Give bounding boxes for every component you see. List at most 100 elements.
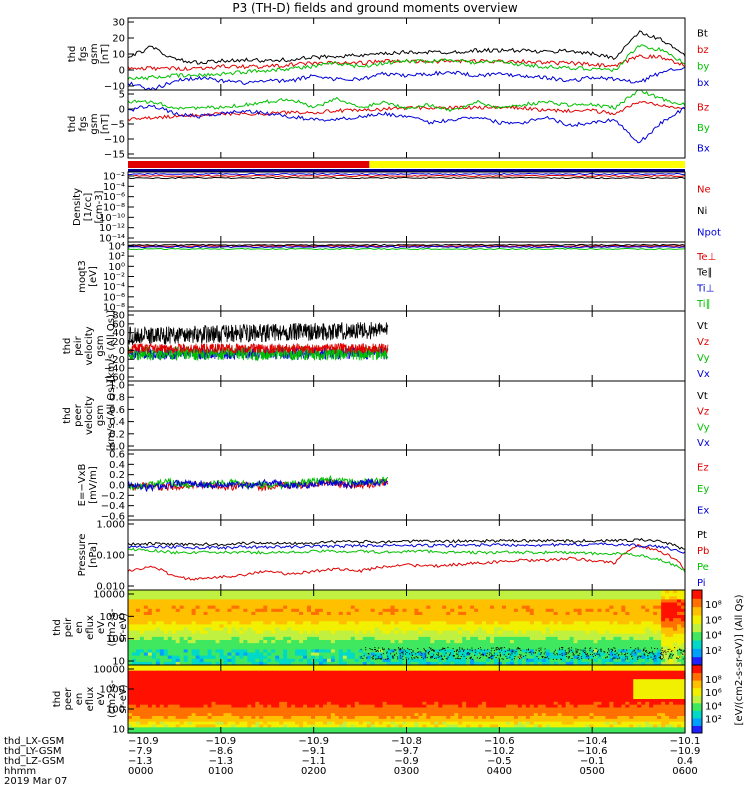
- spectrogram-cell: [259, 707, 264, 711]
- spectrogram-cell: [163, 721, 169, 726]
- spectrogram-cell: [287, 676, 292, 680]
- spectrogram-cell: [143, 646, 149, 650]
- spectrogram-cell: [446, 649, 451, 654]
- spectrogram-cell: [633, 605, 638, 610]
- spectrogram-cell: [366, 596, 372, 600]
- spectrogram-cell: [641, 599, 646, 604]
- spectrogram-cell: [243, 713, 248, 717]
- spectrogram-cell: [279, 713, 284, 717]
- spectrogram-cell: [215, 730, 221, 734]
- spectrogram-cell: [521, 633, 527, 638]
- spectrogram-cell: [295, 730, 300, 734]
- spectrogram-cell: [390, 713, 396, 717]
- spectrogram-cell: [251, 696, 256, 700]
- spectrogram-cell: [211, 707, 217, 711]
- spectrogram-cell: [585, 599, 591, 604]
- spectrogram-cell: [231, 636, 237, 641]
- spectrogram-cell: [549, 640, 555, 644]
- spectrogram-cell: [378, 713, 384, 717]
- spectrogram-cell: [318, 713, 324, 717]
- spectrogram-cell: [195, 676, 201, 680]
- spectrogram-cell: [565, 630, 571, 635]
- spectrogram-cell: [501, 618, 507, 622]
- spectrogram-cell: [633, 624, 638, 629]
- spectrogram-cell: [311, 684, 316, 689]
- spectrogram-cell: [139, 611, 145, 616]
- spectrogram-cell: [326, 643, 332, 647]
- spectrogram-cell: [215, 655, 221, 660]
- spectrogram-cell: [358, 665, 364, 669]
- spectrogram-cell: [239, 649, 244, 654]
- spectrogram-cell: [283, 608, 288, 613]
- spectrogram-cell: [378, 667, 384, 672]
- spectrogram-cell: [454, 590, 459, 594]
- spectrogram-cell: [287, 724, 292, 728]
- spectrogram-cell: [374, 621, 380, 625]
- spectrogram-cell: [573, 633, 579, 638]
- spectrogram-cell: [561, 602, 567, 607]
- spectrogram-cell: [159, 593, 165, 597]
- spectrogram-cell: [617, 608, 622, 613]
- spectrogram-cell: [143, 721, 149, 726]
- spectrogram-cell: [295, 615, 300, 619]
- spectrogram-cell: [633, 649, 638, 654]
- spectrogram-cell: [482, 633, 487, 638]
- spectrogram-cell: [394, 673, 400, 677]
- spectrogram-cell: [438, 596, 443, 600]
- spectrogram-cell: [267, 618, 272, 622]
- spectrogram-cell: [191, 593, 197, 597]
- spectrogram-cell: [287, 621, 292, 625]
- spectrogram-cell: [593, 615, 599, 619]
- spectrogram-cell: [386, 621, 392, 625]
- spectrogram-cell: [350, 593, 356, 597]
- spectrogram-cell: [191, 676, 197, 680]
- spectrogram-cell: [267, 721, 272, 726]
- spectrogram-cell: [613, 624, 618, 629]
- spectrogram-cell: [151, 693, 157, 697]
- spectrogram-cell: [219, 721, 225, 726]
- spectrogram-cell: [334, 670, 340, 675]
- spectrogram-cell: [279, 699, 284, 703]
- spectrogram-cell: [275, 615, 280, 619]
- spectrogram-cell: [446, 611, 451, 616]
- spectrogram-cell: [191, 690, 197, 694]
- spectrogram-cell: [195, 624, 201, 629]
- spectrogram-cell: [163, 652, 169, 657]
- spectrogram-cell: [537, 593, 543, 597]
- spectrogram-cell: [151, 605, 157, 610]
- spectrogram-cell: [537, 649, 543, 654]
- spectrogram-cell: [215, 611, 221, 616]
- spectrogram-cell: [553, 640, 559, 644]
- spectrogram-cell: [314, 627, 320, 632]
- spectrogram-cell: [366, 690, 372, 694]
- spectrogram-cell: [581, 630, 587, 635]
- spectrogram-cell: [326, 673, 332, 677]
- spectrogram-cell: [187, 730, 193, 734]
- spectrogram-cell: [175, 655, 181, 660]
- spectrogram-cell: [239, 599, 244, 604]
- spectrogram-cell: [613, 611, 618, 616]
- spectrogram-cell: [398, 602, 404, 607]
- spectrogram-cell: [509, 621, 515, 625]
- spectrogram-cell: [645, 652, 650, 657]
- spectrogram-cell: [482, 646, 487, 650]
- spectrogram-cell: [251, 670, 256, 675]
- spectrogram-cell: [199, 665, 205, 669]
- spectrogram-cell: [195, 605, 201, 610]
- spectrogram-cell: [426, 633, 431, 638]
- spectrogram-cell: [601, 605, 607, 610]
- spectrogram-cell: [641, 630, 646, 635]
- spectrogram-cell: [354, 724, 360, 728]
- spectrogram-cell: [135, 640, 141, 644]
- spectrogram-cell: [569, 652, 575, 657]
- spectrogram-cell: [326, 618, 332, 622]
- spectrogram-cell: [490, 643, 495, 647]
- spectrogram-cell: [215, 636, 221, 641]
- spectrogram-cell: [617, 624, 622, 629]
- spectrogram-cell: [442, 655, 447, 660]
- spectrogram-cell: [239, 618, 244, 622]
- spectrogram-cell: [299, 665, 304, 669]
- spectrogram-cell: [291, 655, 296, 660]
- spectrogram-cell: [199, 602, 205, 607]
- spectrogram-cell: [390, 707, 396, 711]
